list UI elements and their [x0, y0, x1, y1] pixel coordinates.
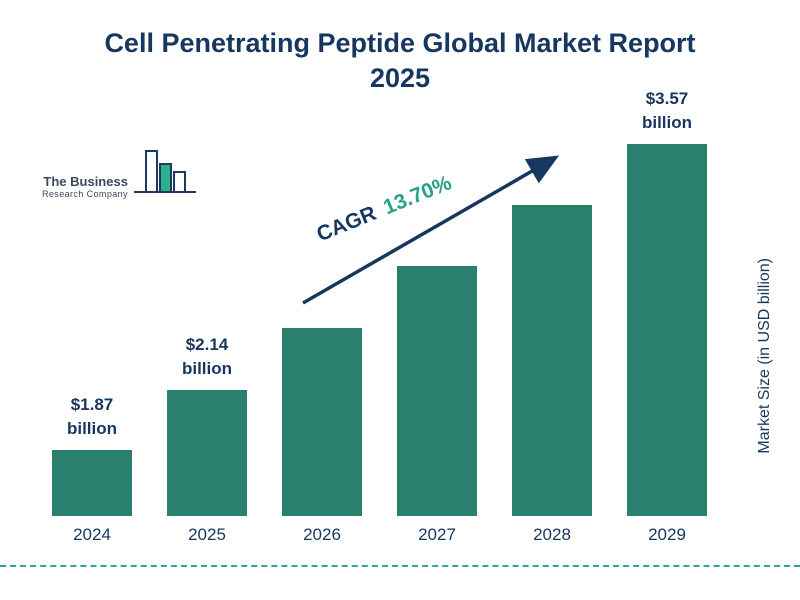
- bar-2027: [397, 266, 477, 516]
- logo-text: The Business Research Company: [42, 174, 128, 207]
- bar-column-2026: 2026: [282, 319, 362, 545]
- bar-2025: [167, 390, 247, 516]
- x-tick-label: 2028: [533, 525, 571, 544]
- logo-line2: Research Company: [42, 189, 128, 199]
- bar-value-label: $1.87 billion: [66, 395, 118, 439]
- bar-column-2024: $1.87 billion 2024: [52, 393, 132, 545]
- bar-chart: $1.87 billion 2024 $2.14 billion 2025 20…: [52, 87, 707, 545]
- x-tick-label: 2024: [73, 525, 111, 544]
- company-logo: The Business Research Company: [42, 148, 198, 207]
- x-tick-label: 2029: [648, 525, 686, 544]
- bar-column-2028: 2028: [512, 196, 592, 545]
- bar-column-2025: $2.14 billion 2025: [167, 333, 247, 545]
- bar-value-label: $3.57 billion: [641, 89, 693, 133]
- logo-line1: The Business: [43, 174, 128, 189]
- bar-chart-logo-icon: [132, 148, 198, 207]
- x-tick-label: 2025: [188, 525, 226, 544]
- cagr-trend-arrow: [302, 155, 560, 305]
- x-tick-label: 2026: [303, 525, 341, 544]
- bar-2026: [282, 328, 362, 516]
- page-title: Cell Penetrating Peptide Global Market R…: [104, 28, 696, 94]
- x-tick-label: 2027: [418, 525, 456, 544]
- bar-column-2027: 2027: [397, 257, 477, 545]
- bar-2028: [512, 205, 592, 516]
- bar-value-label: $2.14 billion: [181, 335, 233, 379]
- bar-2024: [52, 450, 132, 516]
- y-axis-label: Market Size (in USD billion): [756, 258, 773, 454]
- bar-column-2029: $3.57 billion 2029: [627, 87, 707, 545]
- bar-2029: [627, 144, 707, 516]
- bottom-dashed-divider: [0, 565, 800, 567]
